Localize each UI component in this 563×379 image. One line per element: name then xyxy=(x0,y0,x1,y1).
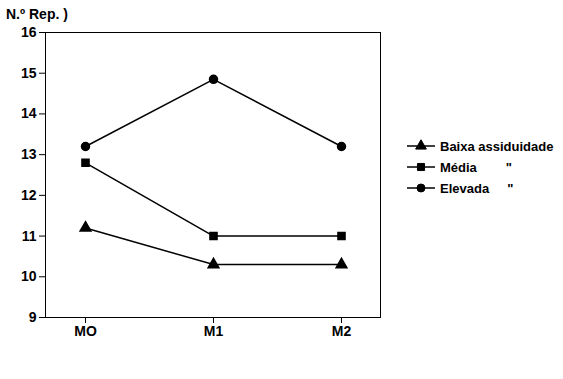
html-text:Elevada ": Elevada " xyxy=(440,180,514,196)
svg-text:13: 13 xyxy=(21,146,37,162)
svg-text:15: 15 xyxy=(21,65,37,81)
html-text:N.º Rep. ): N.º Rep. ) xyxy=(6,6,68,22)
svg-text:M1: M1 xyxy=(204,323,224,339)
svg-text:14: 14 xyxy=(21,105,37,121)
svg-text:11: 11 xyxy=(22,228,37,244)
svg-text:12: 12 xyxy=(21,187,37,203)
html-text:Baixa assiduidade: Baixa assiduidade xyxy=(440,138,554,154)
svg-text:M2: M2 xyxy=(332,323,352,339)
html-text:Média ": Média " xyxy=(440,159,512,175)
svg-text:16: 16 xyxy=(21,24,37,40)
svg-text:10: 10 xyxy=(21,268,37,284)
svg-text:9: 9 xyxy=(29,309,37,325)
svg-text:MO: MO xyxy=(74,323,97,339)
